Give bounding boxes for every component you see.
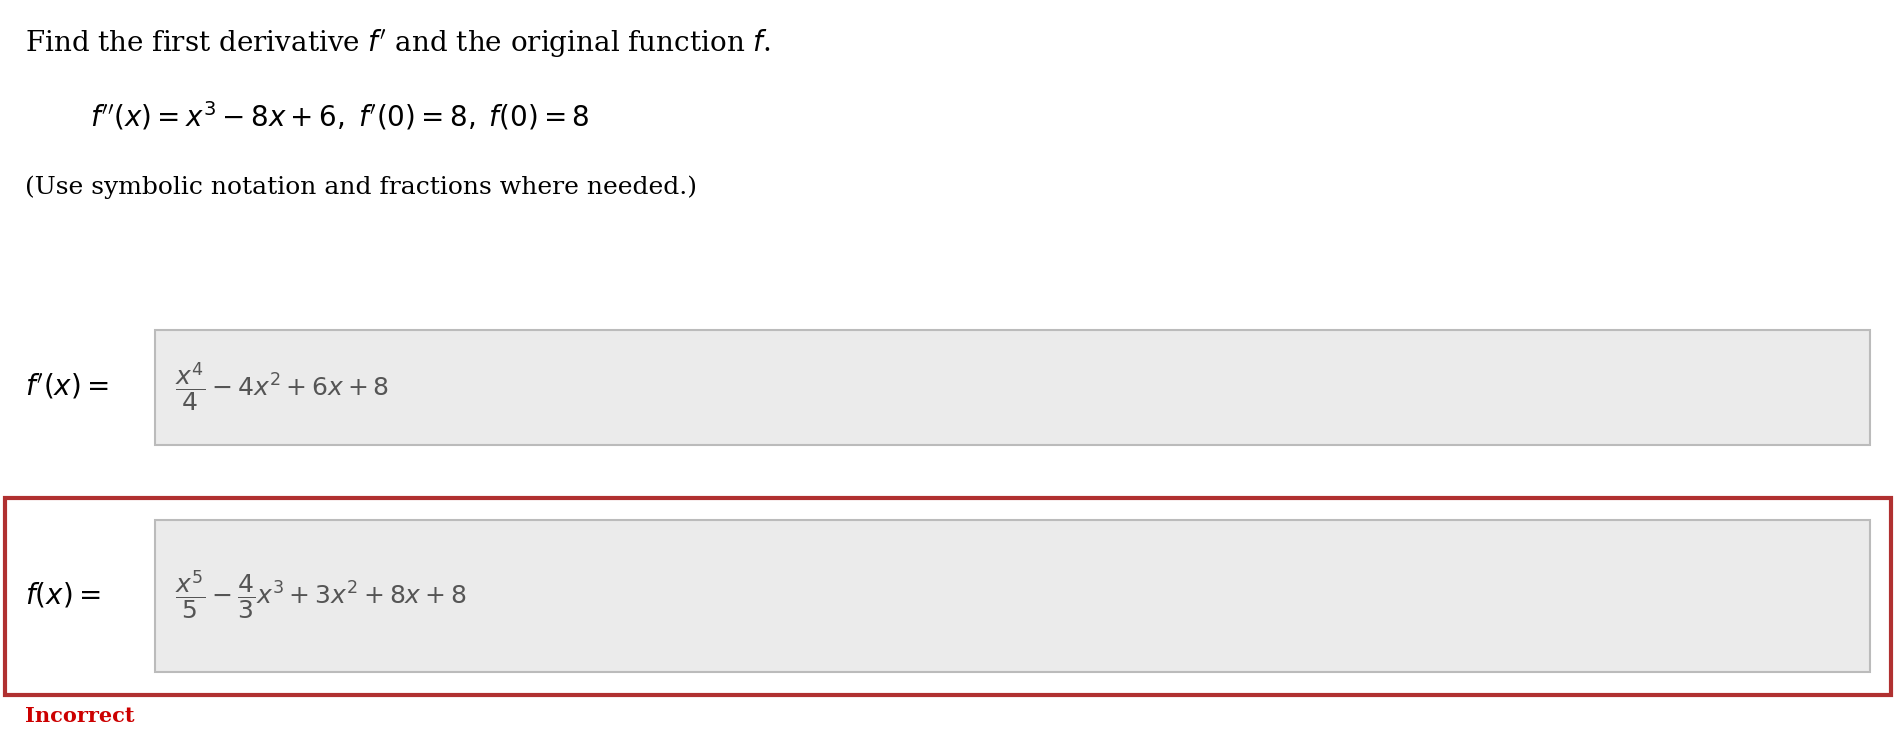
Text: $f(x) =$: $f(x) =$ (25, 581, 100, 610)
FancyBboxPatch shape (155, 330, 1869, 445)
Text: $f''(x) = x^3 - 8x + 6,\; f'(0) = 8,\; f(0) = 8$: $f''(x) = x^3 - 8x + 6,\; f'(0) = 8,\; f… (89, 100, 590, 133)
FancyBboxPatch shape (155, 520, 1869, 672)
Text: $\dfrac{x^4}{4} - 4x^2 + 6x + 8$: $\dfrac{x^4}{4} - 4x^2 + 6x + 8$ (174, 360, 389, 413)
Text: Find the first derivative $f'$ and the original function $f$.: Find the first derivative $f'$ and the o… (25, 28, 772, 61)
Text: $\dfrac{x^5}{5} - \dfrac{4}{3}x^3 + 3x^2 + 8x + 8$: $\dfrac{x^5}{5} - \dfrac{4}{3}x^3 + 3x^2… (174, 568, 466, 621)
Text: (Use symbolic notation and fractions where needed.): (Use symbolic notation and fractions whe… (25, 175, 698, 199)
Text: $f'(x) =$: $f'(x) =$ (25, 372, 108, 401)
Text: Incorrect: Incorrect (25, 706, 135, 726)
FancyBboxPatch shape (6, 498, 1890, 695)
